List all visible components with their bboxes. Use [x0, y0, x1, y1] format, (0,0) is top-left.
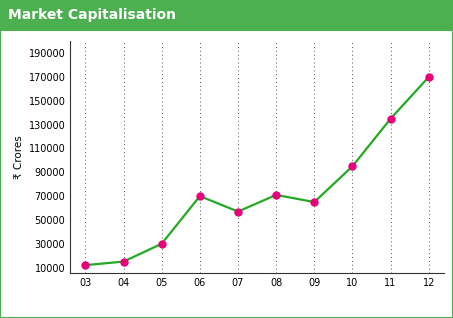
Text: Market Capitalisation: Market Capitalisation: [8, 8, 176, 22]
Y-axis label: ₹ Crores: ₹ Crores: [14, 135, 24, 179]
